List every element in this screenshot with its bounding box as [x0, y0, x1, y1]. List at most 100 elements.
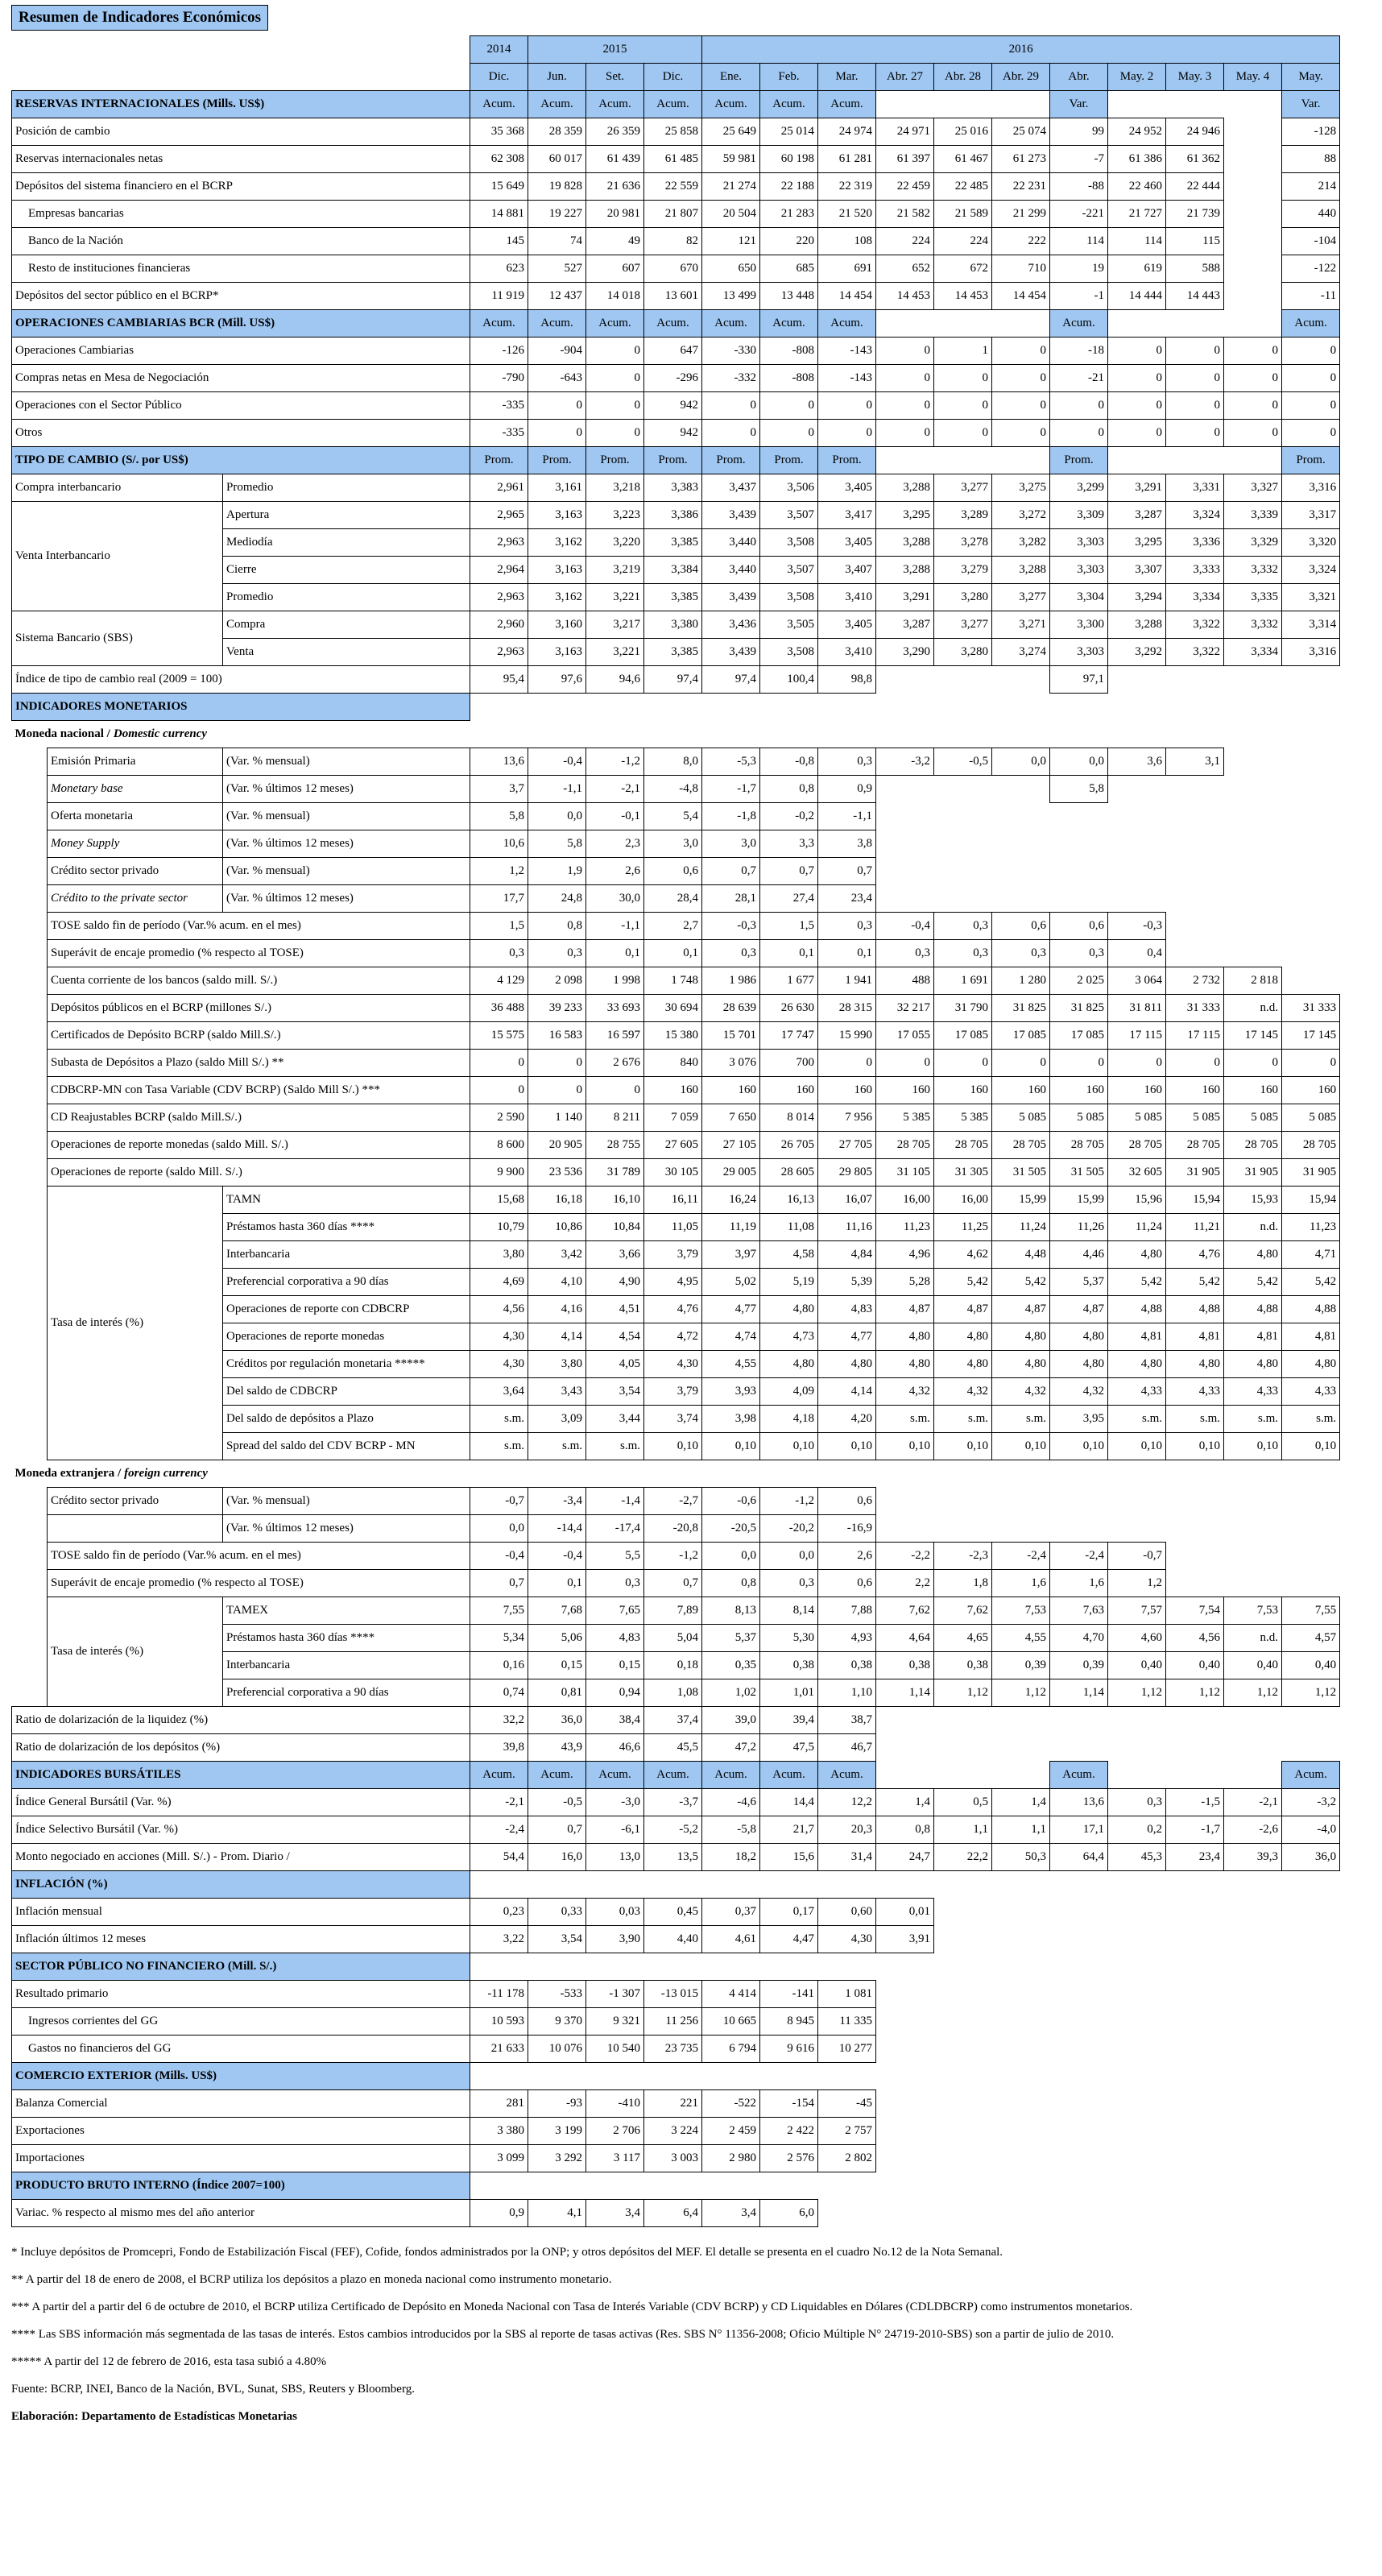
value-cell: 3,303 [1049, 528, 1109, 557]
period-header: Abr. 27 [875, 63, 935, 91]
value-cell: 7,53 [1223, 1597, 1283, 1625]
value-cell: 28 755 [585, 1131, 645, 1159]
empty-cell [1108, 858, 1166, 885]
value-cell: 0,1 [585, 939, 645, 967]
empty-cell [934, 721, 992, 748]
value-cell: 2,6 [585, 857, 645, 885]
value-cell: 2,6 [817, 1542, 877, 1570]
value-cell: 3,410 [817, 583, 877, 611]
value-cell: 650 [701, 255, 761, 283]
value-cell: 0,5 [933, 1788, 993, 1816]
empty-cell [876, 310, 934, 338]
value-cell: 0 [1281, 1049, 1341, 1077]
empty-cell [1282, 967, 1340, 995]
row-label: Monetary base [47, 775, 223, 803]
value-cell: 0 [1281, 337, 1341, 365]
empty-cell [586, 2063, 644, 2090]
value-cell: 1,2 [1107, 1569, 1167, 1597]
value-cell: -3,4 [528, 1487, 587, 1515]
value-cell: 3,508 [759, 528, 819, 557]
empty-cell [1224, 1570, 1282, 1597]
empty-cell [1224, 2145, 1282, 2172]
empty-cell [876, 91, 934, 118]
section-row: TIPO DE CAMBIO (S/. por US$) Prom. Prom. Pr… [10, 446, 1341, 474]
value-cell: 2 459 [701, 2117, 761, 2145]
empty-cell [876, 2200, 934, 2227]
value-cell: 3,22 [470, 1925, 529, 1953]
value-cell: -332 [701, 364, 761, 392]
value-cell: 3,291 [875, 583, 935, 611]
value-cell: 160 [701, 1076, 761, 1104]
value-cell: 5,39 [817, 1268, 877, 1296]
value-cell: 14 443 [1165, 282, 1225, 310]
value-cell: 3,309 [1049, 501, 1109, 529]
value-cell: 4,58 [759, 1240, 819, 1269]
value-cell: 3,79 [643, 1240, 703, 1269]
empty-cell [934, 2172, 992, 2200]
value-cell: 31 905 [1281, 1158, 1341, 1187]
value-cell: 4,33 [1165, 1377, 1225, 1406]
value-cell: 1,5 [470, 912, 529, 940]
value-cell: 3,304 [1049, 583, 1109, 611]
sub-label: (Var. % mensual) [221, 857, 471, 885]
value-cell: 1 140 [528, 1104, 587, 1132]
value-cell: 5 085 [1107, 1104, 1167, 1132]
value-cell: 3,437 [701, 474, 761, 502]
value-cell: 0,15 [585, 1651, 645, 1679]
empty-cell [992, 885, 1050, 913]
value-cell: 4,65 [933, 1624, 993, 1652]
value-cell: 0,7 [759, 857, 819, 885]
value-cell: 62 308 [470, 145, 529, 173]
empty-cell [1282, 1570, 1340, 1597]
section-head: Prom. [643, 446, 703, 474]
indent-cell [12, 1132, 48, 1159]
value-cell: 3,329 [1223, 528, 1283, 557]
value-cell: 1,6 [1049, 1569, 1109, 1597]
value-cell: 37,4 [643, 1706, 703, 1734]
value-cell: 3,303 [1049, 638, 1109, 666]
empty-cell [876, 2118, 934, 2145]
value-cell: 1 081 [817, 1980, 877, 2008]
value-cell: 3,405 [817, 611, 877, 639]
value-cell: 14 018 [585, 282, 645, 310]
value-cell: 10 665 [701, 2007, 761, 2036]
value-cell: 0 [528, 391, 587, 420]
value-cell: 0 [1165, 419, 1225, 447]
value-cell: 15,6 [759, 1843, 819, 1871]
value-cell: -20,5 [701, 1514, 761, 1543]
empty-cell [992, 1926, 1050, 1953]
value-cell: 4,84 [817, 1240, 877, 1269]
sub-label: TAMEX [221, 1597, 471, 1625]
value-cell: 4,81 [1223, 1323, 1283, 1351]
value-cell: 21 633 [470, 2035, 529, 2063]
indent-cell [12, 1625, 48, 1652]
table-row: Inflación mensual 0,23 0,33 0,03 0,45 0,37 0,1… [10, 1898, 1340, 1926]
empty-cell [1224, 173, 1282, 201]
value-cell: 0 [470, 1049, 529, 1077]
value-cell: 97,1 [1049, 665, 1109, 694]
value-cell: 0 [991, 391, 1051, 420]
empty-cell [1166, 858, 1224, 885]
value-cell: 15,94 [1281, 1186, 1341, 1214]
empty-cell [934, 310, 992, 338]
value-cell: 0 [1223, 391, 1283, 420]
row-label: Oferta monetaria [47, 802, 223, 830]
empty-cell [1050, 2090, 1108, 2118]
value-cell: 2 802 [817, 2144, 877, 2172]
value-cell: 28 705 [1281, 1131, 1341, 1159]
empty-cell [1224, 1899, 1282, 1926]
sub-label: Mediodía [221, 528, 471, 557]
value-cell: 3,79 [643, 1377, 703, 1406]
value-cell: 4,95 [643, 1268, 703, 1296]
value-cell: 2 980 [701, 2144, 761, 2172]
value-cell: 0,81 [528, 1679, 587, 1707]
value-cell: 4,80 [991, 1350, 1051, 1378]
value-cell: -296 [643, 364, 703, 392]
value-cell: 4,87 [991, 1295, 1051, 1323]
value-cell: 0 [1165, 1049, 1225, 1077]
row-label: CDBCRP-MN con Tasa Variable (CDV BCRP) (… [46, 1076, 471, 1104]
value-cell: 61 362 [1165, 145, 1225, 173]
value-cell: 5 385 [933, 1104, 993, 1132]
empty-cell [1224, 1871, 1282, 1899]
empty-cell [1050, 1899, 1108, 1926]
